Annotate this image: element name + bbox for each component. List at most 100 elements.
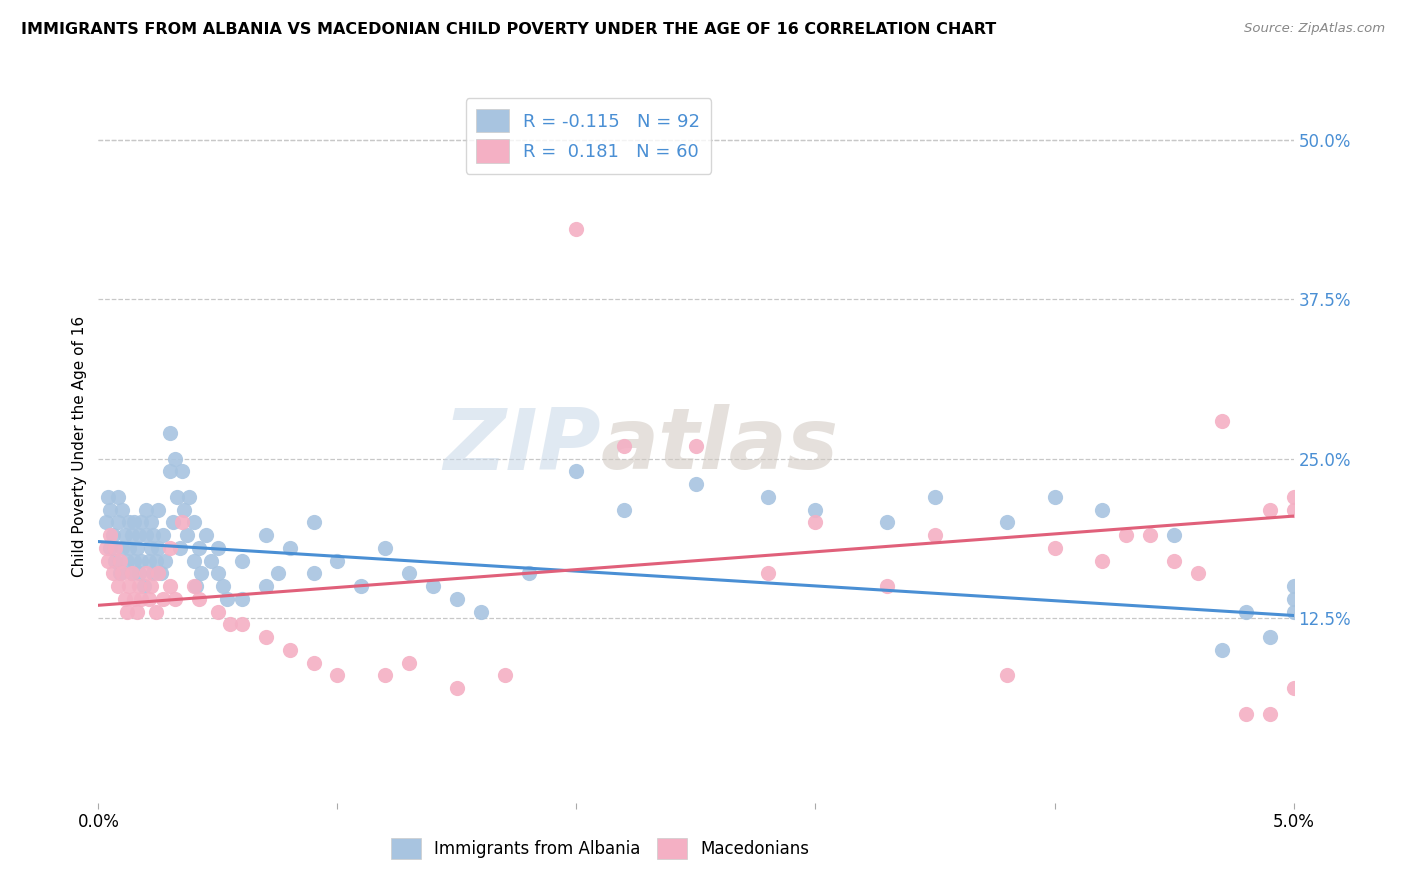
Point	[207, 605, 229, 619]
Point	[924, 528, 946, 542]
Point	[374, 668, 396, 682]
Y-axis label: Child Poverty Under the Age of 16: Child Poverty Under the Age of 16	[72, 316, 87, 576]
Point	[145, 605, 167, 619]
Point	[152, 528, 174, 542]
Point	[145, 554, 167, 568]
Point	[128, 566, 150, 581]
Point	[613, 439, 636, 453]
Point	[446, 591, 468, 606]
Point	[121, 566, 143, 581]
Point	[876, 579, 898, 593]
Point	[565, 465, 588, 479]
Point	[121, 566, 143, 581]
Text: Source: ZipAtlas.com: Source: ZipAtlas.com	[1244, 22, 1385, 36]
Point	[756, 490, 779, 504]
Point	[148, 502, 170, 516]
Point	[1091, 502, 1114, 516]
Point	[124, 591, 146, 606]
Point	[135, 528, 157, 542]
Point	[231, 591, 253, 606]
Point	[685, 477, 707, 491]
Point	[173, 502, 195, 516]
Point	[326, 668, 349, 682]
Point	[172, 465, 194, 479]
Point	[876, 516, 898, 530]
Point	[107, 579, 129, 593]
Point	[995, 516, 1018, 530]
Point	[139, 541, 162, 555]
Point	[302, 656, 325, 670]
Point	[111, 566, 134, 581]
Point	[179, 490, 201, 504]
Point	[138, 554, 160, 568]
Point	[128, 528, 150, 542]
Point	[1282, 681, 1305, 695]
Point	[190, 566, 212, 581]
Point	[121, 528, 143, 542]
Point	[924, 490, 946, 504]
Point	[138, 591, 160, 606]
Point	[1163, 554, 1185, 568]
Point	[131, 591, 153, 606]
Point	[128, 579, 150, 593]
Point	[756, 566, 779, 581]
Point	[278, 541, 301, 555]
Point	[163, 451, 186, 466]
Point	[108, 554, 131, 568]
Point	[97, 554, 120, 568]
Point	[422, 579, 444, 593]
Point	[169, 541, 191, 555]
Point	[125, 541, 148, 555]
Point	[139, 516, 162, 530]
Point	[183, 516, 205, 530]
Point	[107, 490, 129, 504]
Point	[124, 516, 146, 530]
Point	[1211, 413, 1233, 427]
Point	[101, 528, 124, 542]
Point	[104, 541, 127, 555]
Point	[159, 465, 181, 479]
Point	[565, 222, 588, 236]
Point	[118, 516, 141, 530]
Point	[995, 668, 1018, 682]
Point	[195, 528, 218, 542]
Point	[162, 516, 184, 530]
Point	[1091, 554, 1114, 568]
Point	[139, 579, 162, 593]
Point	[211, 579, 233, 593]
Text: ZIP: ZIP	[443, 404, 600, 488]
Point	[114, 528, 136, 542]
Point	[100, 541, 122, 555]
Point	[149, 566, 172, 581]
Point	[1234, 706, 1257, 721]
Point	[207, 541, 229, 555]
Point	[131, 554, 153, 568]
Point	[172, 516, 194, 530]
Point	[100, 528, 122, 542]
Point	[267, 566, 290, 581]
Point	[94, 541, 117, 555]
Point	[1258, 630, 1281, 644]
Point	[254, 528, 277, 542]
Point	[804, 516, 827, 530]
Point	[398, 566, 420, 581]
Point	[1258, 706, 1281, 721]
Point	[446, 681, 468, 695]
Point	[613, 502, 636, 516]
Point	[159, 579, 181, 593]
Point	[176, 528, 198, 542]
Point	[111, 541, 134, 555]
Text: atlas: atlas	[600, 404, 838, 488]
Point	[142, 566, 165, 581]
Point	[302, 516, 325, 530]
Point	[1139, 528, 1161, 542]
Point	[1258, 502, 1281, 516]
Point	[124, 554, 146, 568]
Point	[374, 541, 396, 555]
Point	[159, 426, 181, 441]
Point	[217, 591, 239, 606]
Point	[350, 579, 373, 593]
Point	[97, 490, 120, 504]
Point	[1115, 528, 1137, 542]
Point	[183, 579, 205, 593]
